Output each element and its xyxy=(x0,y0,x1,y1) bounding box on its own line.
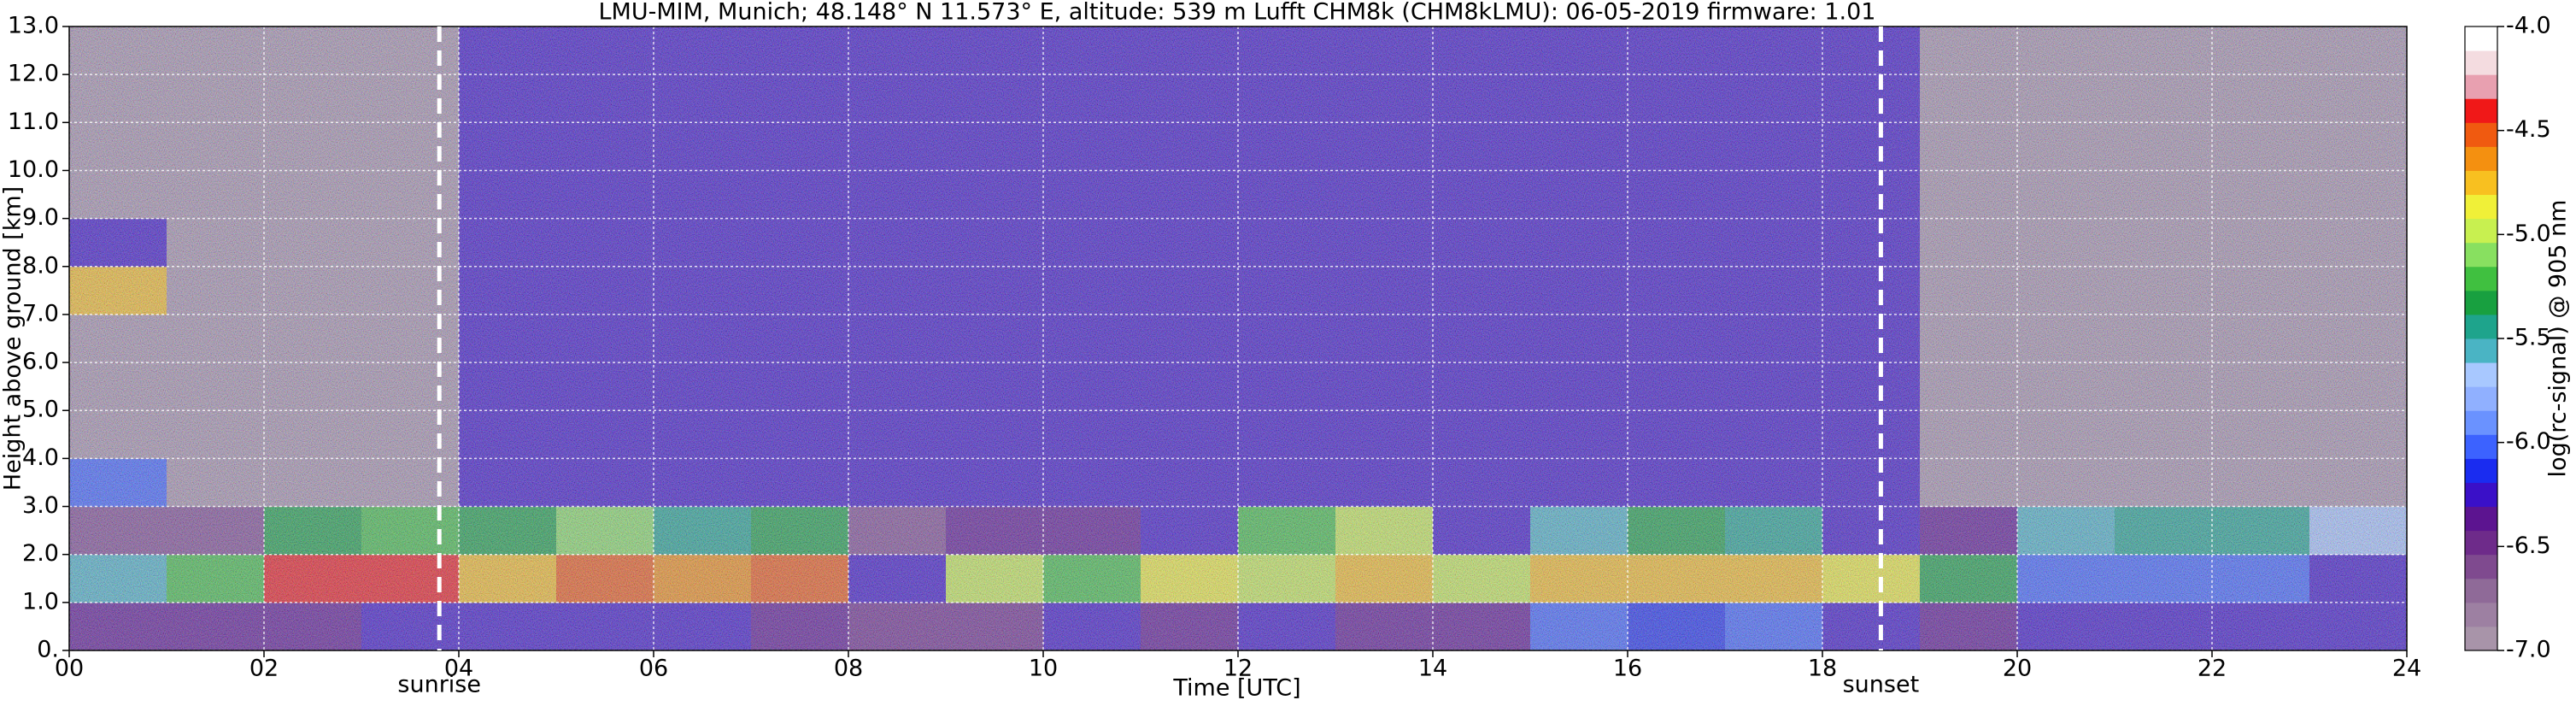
colorbar-label: log(rc-signal) @ 905 nm xyxy=(2545,200,2572,478)
x-tick-label: 08 xyxy=(834,656,863,682)
colorbar-swatch xyxy=(2465,578,2497,603)
colorbar-swatch xyxy=(2465,602,2497,627)
colorbar-swatch xyxy=(2465,410,2497,435)
y-tick-label: 3.0 xyxy=(22,492,59,519)
colorbar-swatch xyxy=(2465,554,2497,580)
y-tick-label: 2.0 xyxy=(22,540,59,567)
y-tick-label: 7.0 xyxy=(22,300,59,327)
colorbar-tick-label: -6.0 xyxy=(2506,428,2551,455)
colorbar-swatch xyxy=(2465,266,2497,291)
y-tick-label: 12.0 xyxy=(8,61,59,87)
colorbar-tick-label: -7.0 xyxy=(2506,637,2551,663)
colorbar-swatch xyxy=(2465,530,2497,556)
colorbar-swatch xyxy=(2465,314,2497,339)
x-tick-label: 20 xyxy=(2003,656,2032,682)
colorbar-swatch xyxy=(2465,458,2497,483)
colorbar-swatch xyxy=(2465,506,2497,532)
y-tick-label: 5.0 xyxy=(22,397,59,423)
colorbar-tick-label: -5.0 xyxy=(2506,221,2551,247)
y-tick-label: 13.0 xyxy=(8,13,59,39)
colorbar-swatch xyxy=(2465,194,2497,220)
colorbar-swatch xyxy=(2465,386,2497,411)
colorbar-swatch xyxy=(2465,626,2497,651)
colorbar-swatch xyxy=(2465,434,2497,459)
y-tick-label: 1.0 xyxy=(22,588,59,615)
x-tick-label: 00 xyxy=(55,656,84,682)
x-tick-label: 10 xyxy=(1029,656,1058,682)
y-tick-label: 6.0 xyxy=(22,349,59,375)
y-tick-label: 4.0 xyxy=(22,444,59,471)
colorbar-tick-label: -6.5 xyxy=(2506,532,2551,559)
colorbar-swatch xyxy=(2465,170,2497,196)
colorbar-swatch xyxy=(2465,74,2497,99)
colorbar-swatch xyxy=(2465,338,2497,363)
colorbar-swatch xyxy=(2465,50,2497,75)
colorbar-swatch xyxy=(2465,26,2497,51)
colorbar-tick-label: -5.5 xyxy=(2506,325,2551,351)
y-axis-label: Height above ground [km] xyxy=(0,186,26,491)
y-tick-label: 11.0 xyxy=(8,109,59,135)
x-axis-label: Time [UTC] xyxy=(1172,675,1300,702)
y-tick-label: 0. xyxy=(37,637,59,663)
colorbar-swatch xyxy=(2465,482,2497,508)
colorbar-swatch xyxy=(2465,122,2497,147)
colorbar-swatch xyxy=(2465,362,2497,387)
colorbar-tick-label: -4.0 xyxy=(2506,13,2551,39)
y-tick-label: 9.0 xyxy=(22,204,59,231)
colorbar-swatch xyxy=(2465,146,2497,171)
x-tick-label: 16 xyxy=(1613,656,1642,682)
colorbar-swatch xyxy=(2465,98,2497,123)
colorbar-swatch xyxy=(2465,218,2497,244)
x-tick-label: 18 xyxy=(1808,656,1837,682)
annotation-label: sunset xyxy=(1843,672,1920,698)
colorbar-swatch xyxy=(2465,290,2497,315)
y-tick-label: 8.0 xyxy=(22,252,59,279)
x-tick-label: 14 xyxy=(1418,656,1447,682)
x-tick-label: 04 xyxy=(444,656,473,682)
x-tick-label: 06 xyxy=(639,656,668,682)
x-tick-label: 02 xyxy=(249,656,279,682)
annotation-label: sunrise xyxy=(397,672,481,698)
colorbar-tick-label: -4.5 xyxy=(2506,116,2551,143)
y-tick-label: 10.0 xyxy=(8,156,59,183)
colorbar-swatch xyxy=(2465,242,2497,268)
plot-frame xyxy=(68,26,2408,651)
x-tick-label: 22 xyxy=(2198,656,2227,682)
x-tick-label: 24 xyxy=(2392,656,2421,682)
x-tick-label: 12 xyxy=(1223,656,1253,682)
chart-title: LMU-MIM, Munich; 48.148° N 11.573° E, al… xyxy=(599,0,1876,26)
